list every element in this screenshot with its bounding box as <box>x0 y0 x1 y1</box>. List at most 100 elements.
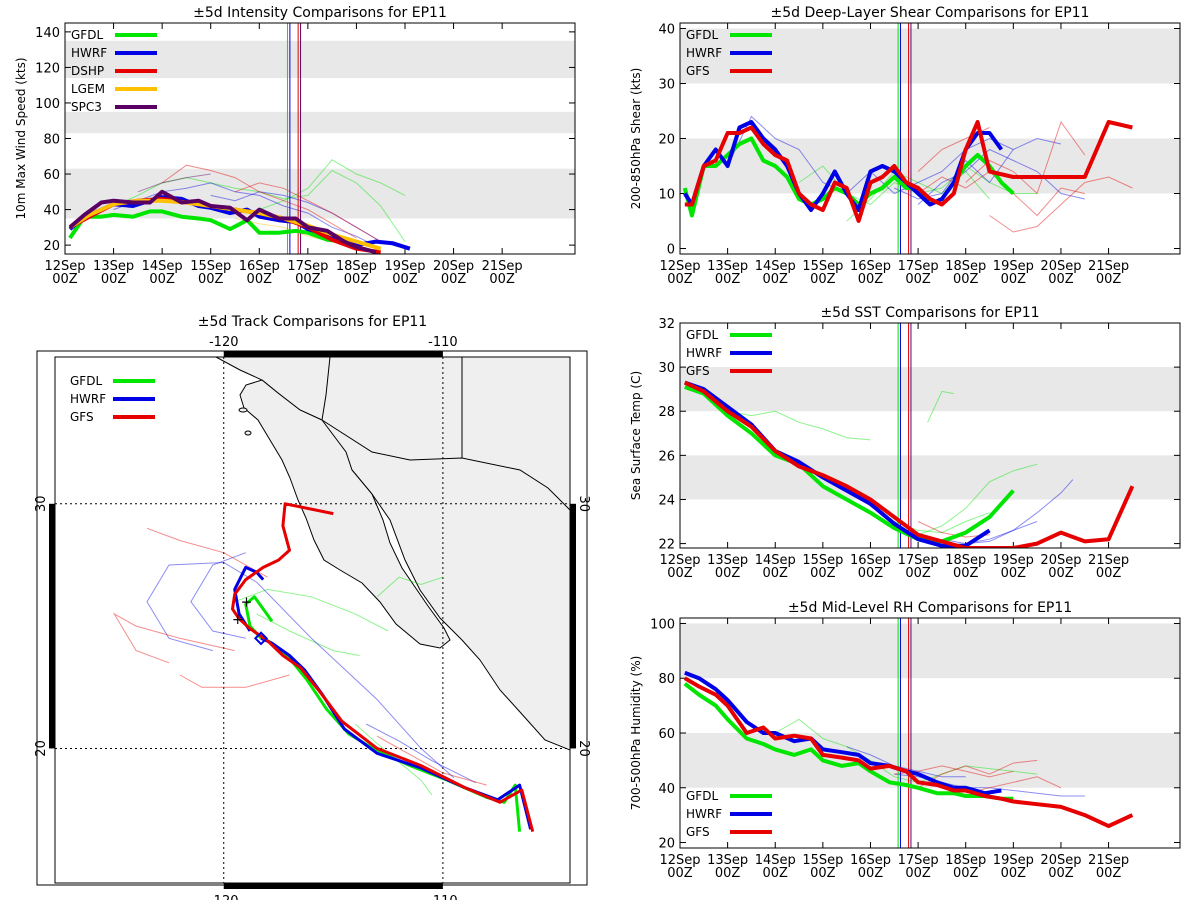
faint-track-line <box>190 552 246 639</box>
faint-track-line <box>146 561 455 779</box>
series-line-gfs <box>683 676 1134 829</box>
faint-series-line <box>917 148 1085 205</box>
legend-label: DSHP <box>71 64 104 78</box>
faint-track-line <box>376 576 444 598</box>
x-tick-label: 17Sep 00Z <box>287 259 328 287</box>
faint-series-line <box>161 164 357 239</box>
background-band <box>680 28 1180 84</box>
plot-frame <box>679 617 1181 849</box>
x-tick-label: 13Sep 00Z <box>707 853 748 881</box>
x-tick-label: 16Sep 00Z <box>850 553 891 581</box>
x-tick-label: 15Sep 00Z <box>802 259 843 287</box>
storm-position-marker <box>253 631 269 646</box>
legend-label: GFS <box>686 825 710 839</box>
y-tick-label: 140 <box>35 26 60 41</box>
x-tick-label: 15Sep 00Z <box>802 553 843 581</box>
latitude-tick-label: 30 <box>576 496 591 513</box>
legend-label: GFDL <box>70 374 102 388</box>
scale-bar <box>223 351 443 357</box>
plot-frame <box>679 322 1181 549</box>
x-tick-label: 12Sep 00Z <box>659 259 700 287</box>
x-tick-label: 13Sep 00Z <box>707 553 748 581</box>
x-tick-label: 12Sep 00Z <box>659 553 700 581</box>
x-tick-label: 19Sep 00Z <box>993 853 1034 881</box>
land-baja-peninsula <box>239 379 451 649</box>
series-line-spc3 <box>68 189 377 254</box>
faint-track-line <box>179 674 290 688</box>
y-tick-label: 100 <box>650 617 675 632</box>
faint-series-line <box>927 390 954 423</box>
x-tick-label: 12Sep 00Z <box>44 259 85 287</box>
faint-series-line <box>965 776 1062 794</box>
y-tick-label: 20 <box>658 837 675 852</box>
y-tick-label: 80 <box>43 133 60 148</box>
x-tick-label: 20Sep 00Z <box>433 259 474 287</box>
x-tick-label: 20Sep 00Z <box>1040 853 1081 881</box>
y-tick-label: 120 <box>35 61 60 76</box>
plot-area <box>682 23 1133 254</box>
background-band <box>680 455 1180 500</box>
y-tick-label: 28 <box>658 405 675 420</box>
longitude-tick-label: -110 <box>428 335 458 350</box>
y-axis-label: 10m Max Wind Speed (kts) <box>14 57 28 219</box>
y-tick-label: 20 <box>658 133 675 148</box>
x-tick-label: 21Sep 00Z <box>1088 259 1129 287</box>
faint-track-line <box>112 612 235 664</box>
legend-label: SPC3 <box>71 100 102 114</box>
series-line-gfdl <box>683 682 1014 801</box>
y-tick-label: 30 <box>658 361 675 376</box>
y-axis-label: 700-500hPa Humidity (%) <box>629 656 643 811</box>
legend-label: GFS <box>686 364 710 378</box>
y-tick-label: 60 <box>658 727 675 742</box>
chart-title: ±5d Deep-Layer Shear Comparisons for EP1… <box>771 5 1090 21</box>
x-tick-label: 16Sep 00Z <box>850 259 891 287</box>
y-tick-label: 30 <box>658 78 675 93</box>
y-tick-label: 80 <box>658 672 675 687</box>
faint-track-line <box>234 588 389 632</box>
rh-chart: ±5d Mid-Level RH Comparisons for EP11 700… <box>629 600 1181 881</box>
y-tick-label: 24 <box>658 493 675 508</box>
x-tick-label: 18Sep 00Z <box>945 553 986 581</box>
background-band <box>65 111 575 134</box>
faint-series-line <box>917 463 1038 536</box>
y-tick-label: 100 <box>35 97 60 112</box>
y-tick-label: 10 <box>658 188 675 203</box>
track-line-hwrf <box>233 565 265 632</box>
chart-title: ±5d SST Comparisons for EP11 <box>820 305 1039 321</box>
island <box>244 430 252 436</box>
scale-bar <box>223 883 443 889</box>
faint-track-line <box>354 723 433 796</box>
y-tick-label: 60 <box>43 168 60 183</box>
y-tick-label: 40 <box>43 204 60 219</box>
faint-track-line <box>146 527 268 578</box>
intensity-chart: ±5d Intensity Comparisons for EP11 10m Ma… <box>14 5 576 287</box>
island <box>238 407 248 413</box>
faint-series-line <box>727 410 871 441</box>
track-line-hwrf <box>260 636 533 830</box>
series-line-gfs <box>684 120 1133 223</box>
faint-series-line <box>846 170 990 222</box>
y-axis-label: 200-850hPa Shear (kts) <box>629 68 643 210</box>
legend-label: HWRF <box>71 46 107 60</box>
map-area: ++ <box>55 357 570 883</box>
chart-title: ±5d Track Comparisons for EP11 <box>198 314 427 330</box>
x-tick-label: 16Sep 00Z <box>239 259 280 287</box>
legend-label: GFDL <box>686 328 718 342</box>
y-tick-label: 40 <box>658 782 675 797</box>
plot-frame <box>64 22 576 255</box>
legend-label: GFS <box>70 410 94 424</box>
series-line-hwrf <box>684 670 1002 796</box>
y-tick-label: 0 <box>667 243 675 258</box>
y-tick-label: 22 <box>658 538 675 553</box>
series-line-gfdl <box>68 209 345 244</box>
legend-label: GFDL <box>686 789 718 803</box>
y-tick-label: 32 <box>658 317 675 332</box>
x-tick-label: 21Sep 00Z <box>1088 553 1129 581</box>
plot-area <box>683 323 1135 548</box>
track-plus-marker: + <box>232 612 244 628</box>
x-tick-label: 17Sep 00Z <box>898 853 939 881</box>
sst-chart: ±5d SST Comparisons for EP11 Sea Surface … <box>629 305 1181 581</box>
y-tick-label: 40 <box>658 23 675 38</box>
x-tick-label: 19Sep 00Z <box>384 259 425 287</box>
plot-area <box>683 618 1134 848</box>
